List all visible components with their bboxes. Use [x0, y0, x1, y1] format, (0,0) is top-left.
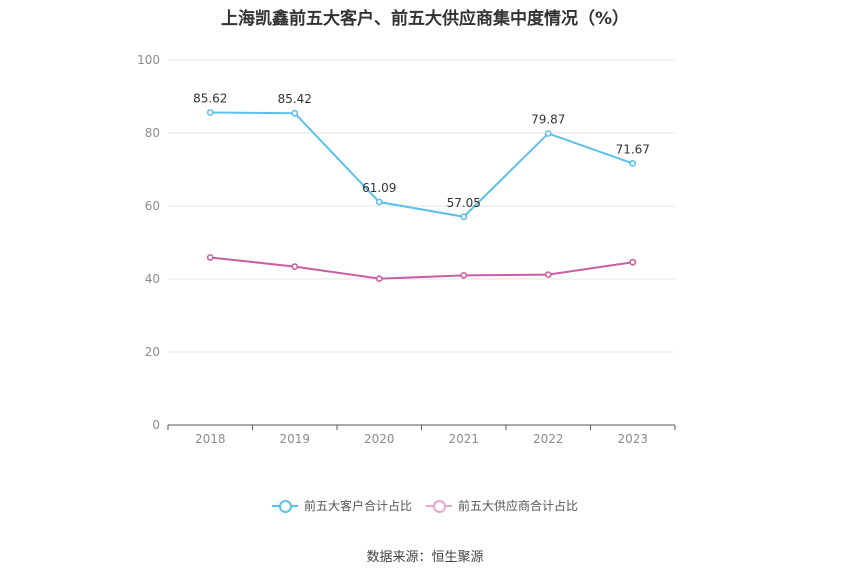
legend-label-suppliers: 前五大供应商合计占比 [458, 499, 579, 513]
data-point [629, 258, 637, 266]
data-point [375, 198, 383, 206]
series-line-0 [210, 111, 634, 218]
y-tick-label: 100 [137, 53, 160, 67]
x-tick-label: 2023 [617, 432, 648, 446]
data-point [544, 130, 552, 137]
y-tick-label: 60 [145, 199, 160, 213]
y-tick-label: 80 [145, 126, 160, 140]
data-label: 61.09 [362, 181, 396, 195]
y-tick-label: 20 [145, 345, 160, 359]
data-source: 数据来源：恒生聚源 [366, 550, 484, 565]
legend: 前五大客户合计占比 前五大供应商合计占比 [0, 497, 850, 514]
legend-item-customers[interactable]: 前五大客户合计占比 [271, 497, 412, 514]
x-tick-label: 2020 [364, 432, 395, 446]
data-point [375, 275, 383, 283]
data-point [460, 271, 468, 279]
chart-title: 上海凯鑫前五大客户、前五大供应商集中度情况（%） [220, 9, 630, 29]
legend-label-customers: 前五大客户合计占比 [303, 499, 412, 513]
x-tick-label: 2021 [448, 432, 479, 446]
data-label: 57.05 [447, 196, 481, 210]
data-label: 85.62 [193, 91, 227, 105]
data-point [629, 160, 637, 167]
data-point [206, 109, 214, 116]
data-point [544, 271, 552, 279]
x-tick-label: 2019 [279, 432, 310, 446]
data-label: 71.67 [616, 142, 650, 156]
legend-marker-suppliers-icon [426, 499, 452, 513]
data-point [291, 263, 299, 270]
data-label: 85.42 [278, 92, 312, 106]
y-tick-label: 0 [152, 418, 160, 432]
series-line-1 [210, 256, 633, 280]
data-label: 79.87 [531, 112, 565, 126]
y-tick-label: 40 [145, 272, 160, 286]
x-tick-label: 2018 [195, 432, 226, 446]
x-tick-label: 2022 [533, 432, 564, 446]
legend-item-suppliers[interactable]: 前五大供应商合计占比 [426, 497, 578, 514]
data-point [291, 109, 299, 117]
legend-marker-customers-icon [271, 499, 298, 513]
data-point [460, 213, 468, 221]
data-point [206, 254, 214, 261]
